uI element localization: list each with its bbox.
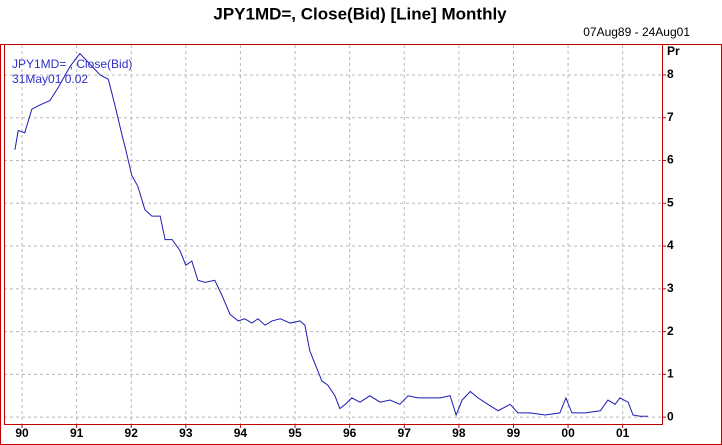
x-tick-label: 97 [398, 426, 412, 440]
chart-title: JPY1MD=, Close(Bid) [Line] Monthly [213, 4, 507, 23]
x-tick-label: 98 [452, 426, 466, 440]
x-tick-label: 95 [288, 426, 302, 440]
line-series [14, 52, 648, 417]
x-tick-label: 01 [616, 426, 630, 440]
y-axis-label: Pr [667, 44, 680, 58]
y-tick-label: 1 [667, 367, 674, 381]
plot-area [4, 45, 662, 424]
y-tick-label: 2 [667, 324, 674, 338]
y-tick-label: 8 [667, 67, 674, 81]
x-tick-label: 99 [507, 426, 521, 440]
x-tick-label: 91 [70, 426, 84, 440]
y-tick-label: 0 [667, 409, 674, 423]
y-tick-label: 3 [667, 281, 674, 295]
x-tick-label: 00 [561, 426, 575, 440]
chart-subtitle: 07Aug89 - 24Aug01 [583, 25, 690, 39]
x-tick-label: 92 [125, 426, 139, 440]
x-tick-label: 90 [15, 426, 29, 440]
y-tick-label: 6 [667, 153, 674, 167]
x-tick-label: 96 [343, 426, 357, 440]
y-tick-label: 7 [667, 110, 674, 124]
annotation: JPY1MD= , Close(Bid) [12, 57, 132, 71]
x-tick-label: 94 [234, 426, 248, 440]
y-tick-label: 5 [667, 195, 674, 209]
annotation: 31May01 0.02 [12, 72, 88, 86]
y-tick-label: 4 [667, 238, 674, 252]
x-tick-label: 93 [179, 426, 193, 440]
